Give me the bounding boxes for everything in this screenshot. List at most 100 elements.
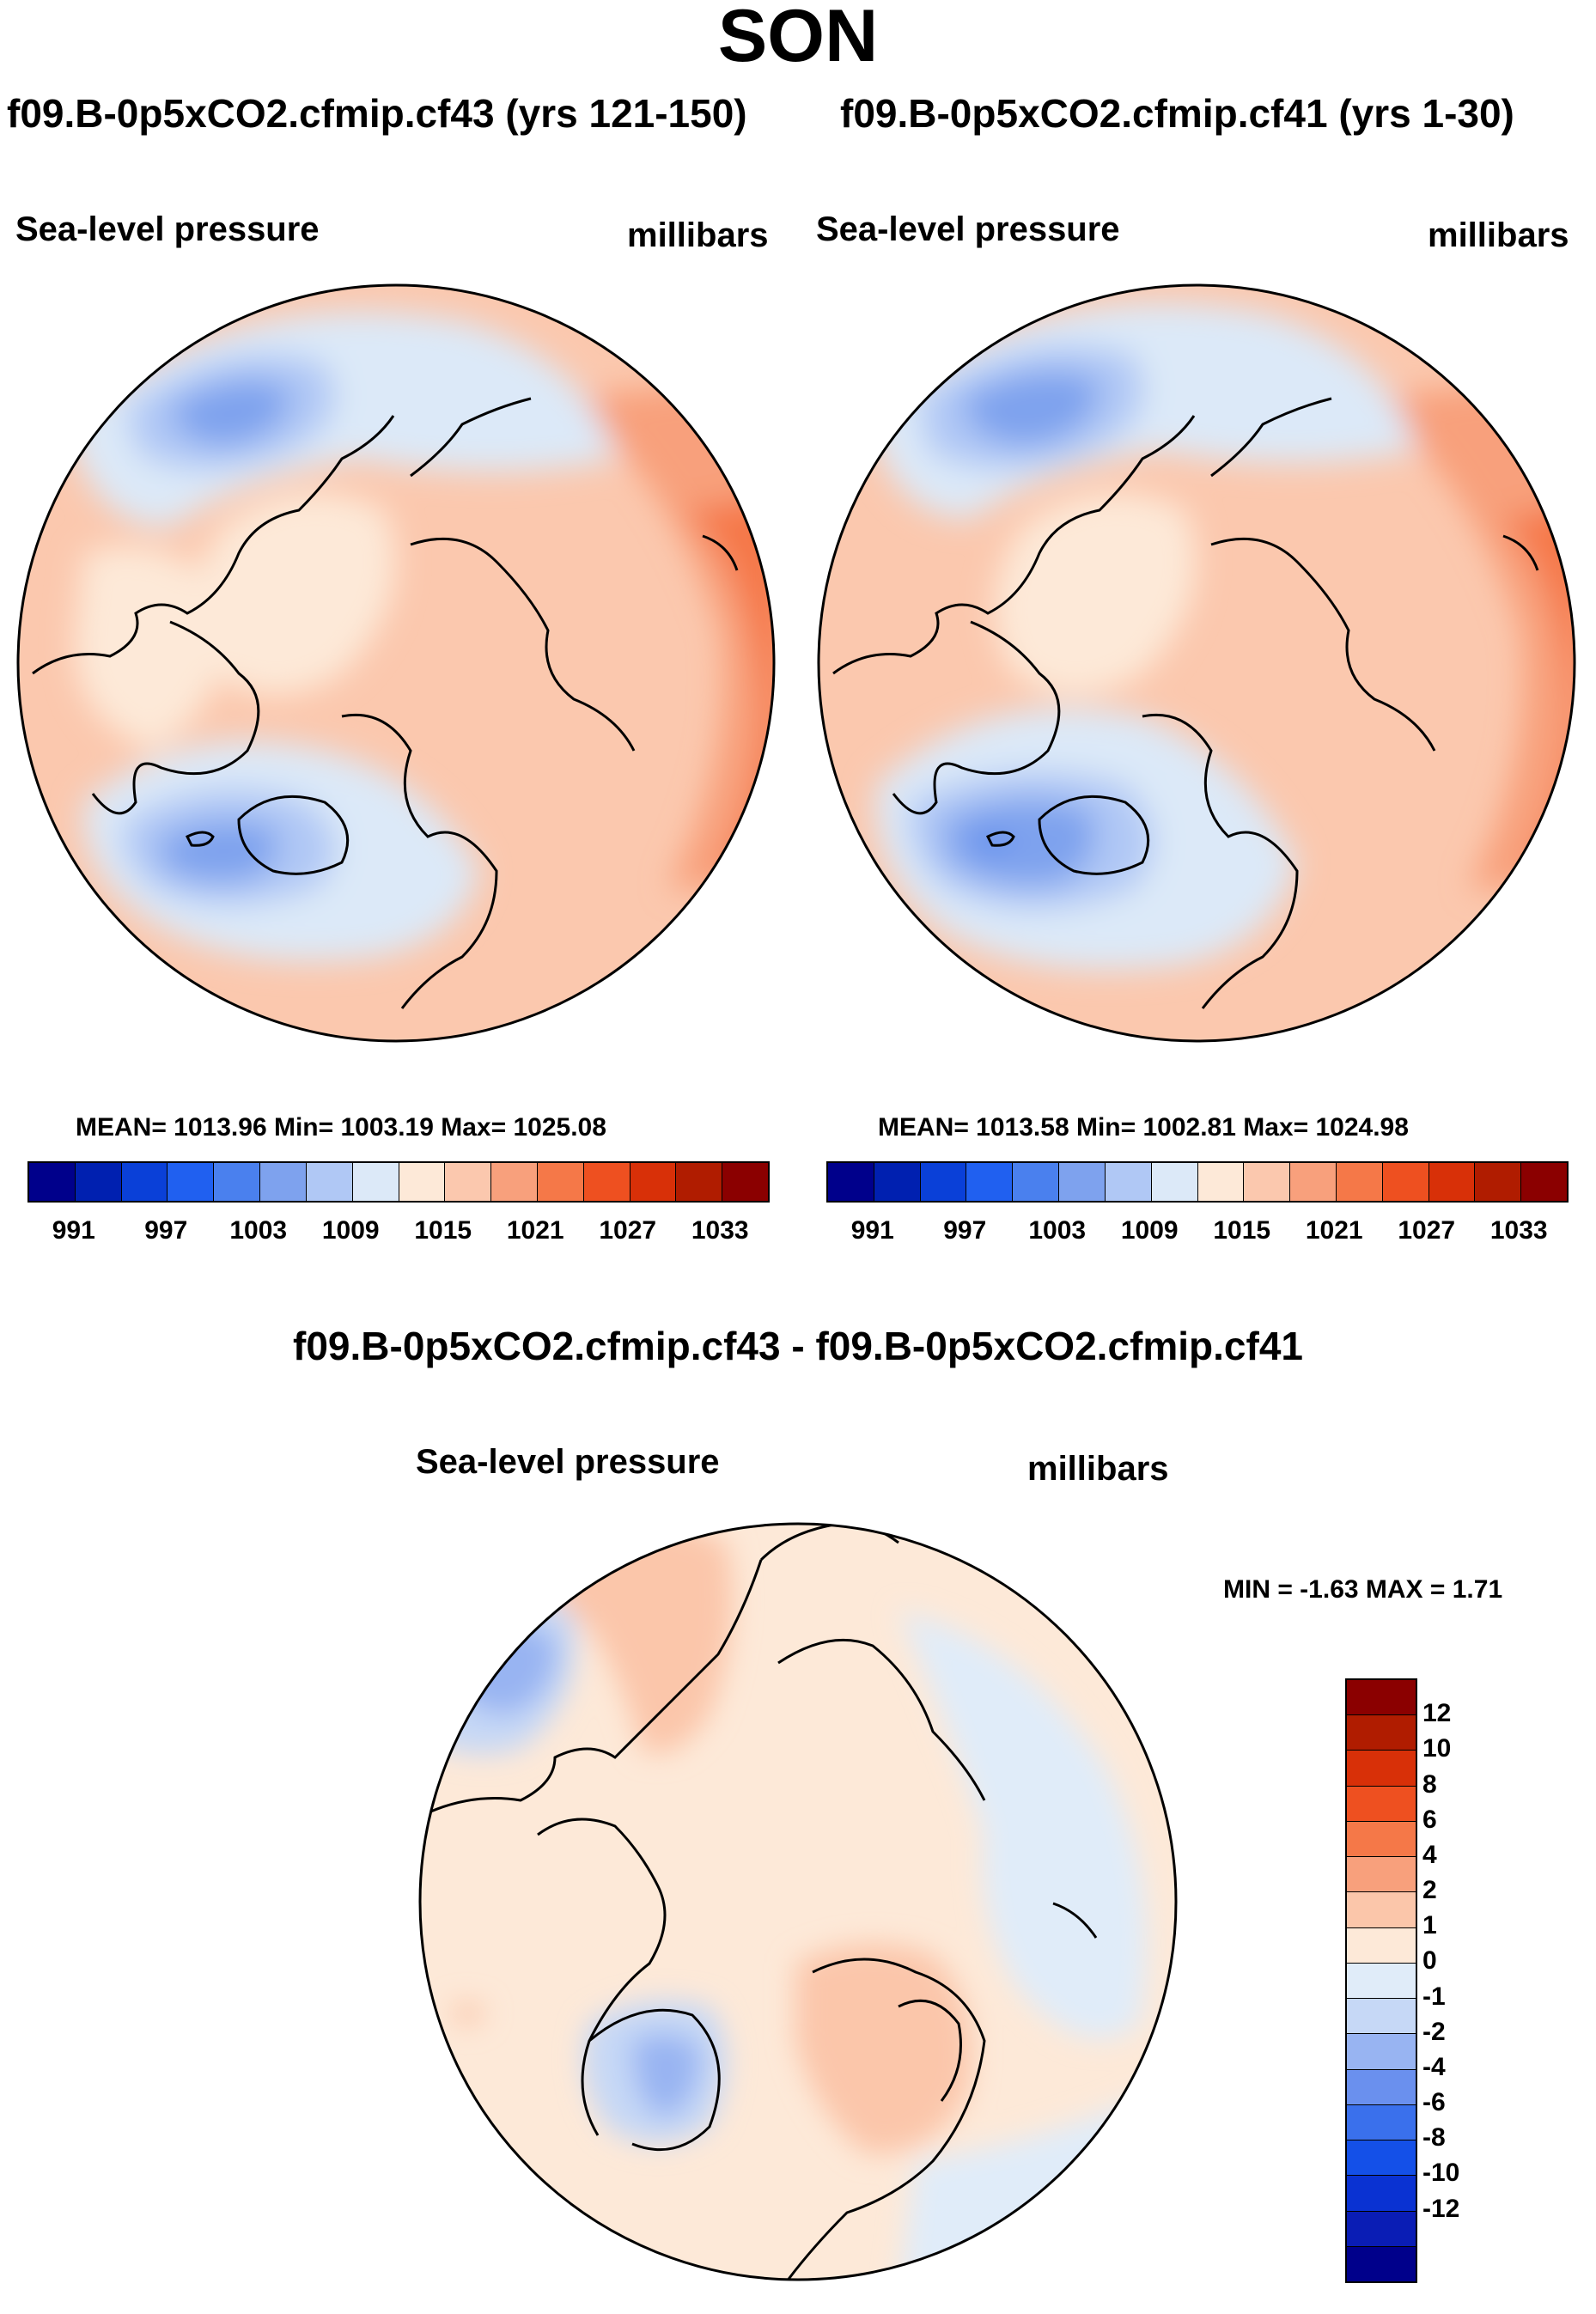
coastline-iceland	[985, 831, 1015, 847]
colorbar-swatch	[1347, 2104, 1416, 2141]
colorbar-swatch	[1105, 1163, 1152, 1201]
coastline-scandinavia	[898, 1999, 962, 2102]
colorbar-swatch	[1347, 2069, 1416, 2105]
coastlines	[32, 397, 739, 1009]
diff-contour-pos-west-spot	[452, 2003, 486, 2025]
panel-1-colorbar-labels: 991 997 1003 1009 1015 1021 1027 1033	[27, 1216, 766, 1251]
colorbar-tick-label: 1003	[229, 1216, 288, 1245]
coastline-canada	[537, 1818, 667, 2136]
colorbar-swatch	[722, 1163, 768, 1201]
diff-case-title: f09.B-0p5xCO2.cfmip.cf43 - f09.B-0p5xCO2…	[293, 1324, 1303, 1368]
panel-2-stats: MEAN= 1013.58 Min= 1002.81 Max= 1024.98	[878, 1113, 1409, 1142]
colorbar-swatch	[1347, 2034, 1416, 2070]
colorbar-swatch	[1151, 1163, 1198, 1201]
panel-2-variable-label: Sea-level pressure	[816, 210, 1120, 248]
colorbar-tick-label: 1009	[1120, 1216, 1179, 1245]
coastline-canada	[91, 620, 260, 815]
colorbar-swatch	[352, 1163, 399, 1201]
colorbar-tick-label: 6	[1422, 1805, 1437, 1834]
colorbar-swatch	[537, 1163, 584, 1201]
panel-1-case-title: f09.B-0p5xCO2.cfmip.cf43 (yrs 121-150)	[7, 91, 747, 136]
colorbar-swatch	[1347, 1999, 1416, 2035]
coastline-kamchatka	[410, 397, 532, 478]
colorbar-swatch	[676, 1163, 723, 1201]
colorbar-swatch	[260, 1163, 307, 1201]
colorbar-swatch	[630, 1163, 677, 1201]
colorbar-swatch	[1347, 1927, 1416, 1964]
colorbar-swatch	[1347, 2176, 1416, 2212]
colorbar-tick-label: -1	[1422, 1982, 1446, 2011]
coastline-asia	[420, 1559, 763, 1819]
map-border	[418, 1522, 1178, 2281]
colorbar-swatch	[306, 1163, 353, 1201]
coastline-greenland	[237, 795, 350, 875]
coastline-europe	[1142, 713, 1299, 1009]
colorbar-tick-label: 991	[850, 1216, 894, 1245]
slp-contour-low-atlantic-core	[945, 800, 1095, 886]
colorbar-swatch	[920, 1163, 967, 1201]
coastline-asia	[832, 415, 1196, 675]
colorbar-tick-label: 1015	[1213, 1216, 1271, 1245]
colorbar-swatch	[1347, 1963, 1416, 2000]
coastlines	[832, 397, 1539, 1009]
diff-polar-map	[418, 1522, 1178, 2281]
colorbar-swatch	[1290, 1163, 1337, 1201]
colorbar-swatch	[1428, 1163, 1476, 1201]
panel-1-polar-map	[16, 283, 776, 1043]
colorbar-tick-label: 1033	[1489, 1216, 1548, 1245]
coastline-asia	[32, 415, 395, 675]
colorbar-tick-label: 1021	[1305, 1216, 1363, 1245]
coastline-caspian	[1052, 1902, 1098, 1939]
colorbar-swatch	[1347, 1751, 1416, 1787]
colorbar-tick-label: 12	[1422, 1699, 1452, 1728]
panel-2-colorbar-labels: 991 997 1003 1009 1015 1021 1027 1033	[826, 1216, 1565, 1251]
diff-contour-pos-center	[795, 1944, 972, 2154]
colorbar-swatch	[1347, 1680, 1416, 1716]
colorbar-swatch	[214, 1163, 261, 1201]
colorbar-swatch	[491, 1163, 538, 1201]
coastline-europe	[341, 713, 498, 1009]
slp-contour-low-pacific-core	[962, 371, 1100, 446]
colorbar-swatch	[966, 1163, 1014, 1201]
diff-colorbar-labels: 12 10 8 6 4 2 1 0 -1 -2 -4 -6 -8 -10 -12	[1422, 1678, 1526, 2280]
colorbar-swatch	[1013, 1163, 1060, 1201]
figure-title: SON	[717, 0, 879, 77]
diff-variable-label: Sea-level pressure	[416, 1443, 720, 1481]
panel-1-units-label: millibars	[627, 216, 769, 254]
colorbar-swatch	[1347, 1821, 1416, 1858]
coastline-greenland	[1038, 795, 1150, 875]
colorbar-swatch	[1347, 1857, 1416, 1893]
colorbar-tick-label: 10	[1422, 1734, 1452, 1763]
map-border	[16, 283, 776, 1043]
colorbar-swatch	[1347, 1786, 1416, 1822]
colorbar-swatch	[1382, 1163, 1429, 1201]
diff-contour-neg-east-outer	[899, 1611, 1147, 2039]
diff-units-label: millibars	[1027, 1450, 1169, 1488]
slp-contour-low-atlantic-core	[161, 821, 278, 882]
colorbar-tick-label: 1015	[414, 1216, 472, 1245]
colorbar-tick-label: 2	[1422, 1876, 1437, 1905]
colorbar-swatch	[1521, 1163, 1567, 1201]
coastline-iceland	[185, 831, 215, 847]
diff-colorbar	[1345, 1678, 1417, 2283]
colorbar-swatch	[1336, 1163, 1383, 1201]
colorbar-tick-label: 1027	[1398, 1216, 1456, 1245]
colorbar-tick-label: 1033	[691, 1216, 749, 1245]
colorbar-tick-label: -2	[1422, 2017, 1446, 2046]
colorbar-tick-label: 1009	[321, 1216, 380, 1245]
panel-1-colorbar	[27, 1161, 770, 1203]
colorbar-tick-label: 1021	[506, 1216, 564, 1245]
coastline-canada	[892, 620, 1061, 815]
colorbar-swatch	[1197, 1163, 1245, 1201]
slp-contour-high-east	[565, 373, 774, 888]
colorbar-tick-label: 997	[943, 1216, 987, 1245]
colorbar-swatch	[1347, 2211, 1416, 2247]
coastline-siberia	[1210, 537, 1436, 752]
map-border	[817, 283, 1576, 1043]
coastline-caspian	[1502, 534, 1539, 571]
colorbar-tick-label: 1027	[599, 1216, 657, 1245]
colorbar-swatch	[121, 1163, 168, 1201]
diff-contour-neg-canada	[632, 2034, 701, 2118]
colorbar-swatch	[828, 1163, 874, 1201]
colorbar-tick-label: 0	[1422, 1946, 1437, 1976]
